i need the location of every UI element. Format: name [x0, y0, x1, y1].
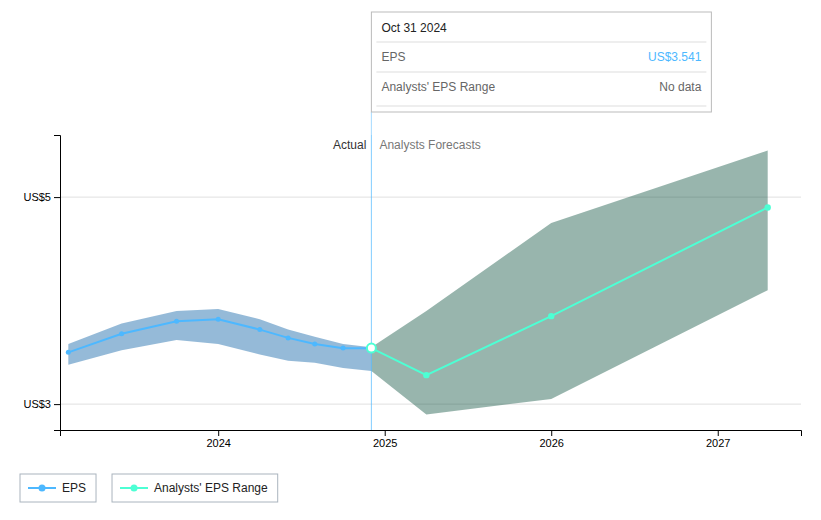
- band: [68, 309, 371, 371]
- y-tick-mark: [54, 404, 60, 405]
- tooltip: Oct 31 2024 EPS US$3.541 Analysts' EPS Rang…: [371, 12, 711, 135]
- x-tick-label: 2025: [373, 437, 397, 449]
- chart: 2024 2025 2026 2027 US$3 US$5 Actual Analysts F…: [0, 0, 821, 520]
- x-tick-mark: [551, 430, 552, 436]
- point: [216, 317, 221, 322]
- legend-label: Analysts' EPS Range: [154, 481, 268, 495]
- legend-swatch-dot: [39, 485, 46, 492]
- x-axis-line: [61, 431, 802, 437]
- divider-line: [371, 135, 372, 430]
- y-tick: US$3: [23, 398, 60, 410]
- point: [66, 350, 71, 355]
- legend-swatch-dot: [131, 485, 138, 492]
- line: [68, 319, 371, 352]
- legend-box: [20, 474, 96, 502]
- x-tick: 2025: [373, 430, 397, 449]
- x-tick: 2027: [706, 430, 730, 449]
- transition-point: [367, 344, 376, 353]
- tooltip-value: No data: [659, 80, 701, 94]
- point: [286, 335, 291, 340]
- tooltip-title: Oct 31 2024: [381, 21, 447, 35]
- y-tick: US$5: [23, 191, 60, 203]
- tooltip-value: US$3.541: [648, 50, 702, 64]
- tooltip-connector: [371, 112, 372, 135]
- legend-label: EPS: [62, 481, 86, 495]
- point: [764, 204, 770, 210]
- tooltip-divider: [376, 72, 706, 73]
- y-tick-label: US$5: [23, 191, 51, 203]
- point: [257, 327, 262, 332]
- point: [312, 342, 317, 347]
- point: [174, 319, 179, 324]
- legend-entry: Analysts' EPS Range: [112, 474, 278, 502]
- x-tick: 2026: [539, 430, 563, 449]
- point: [341, 346, 346, 351]
- x-tick-label: 2026: [539, 437, 563, 449]
- y-axis: US$3 US$5: [23, 136, 60, 431]
- y-axis-line: [54, 136, 61, 431]
- plot-area: [66, 135, 771, 430]
- y-tick-label: US$3: [23, 398, 51, 410]
- legend-entry: EPS: [20, 474, 96, 502]
- legend: EPS Analysts' EPS Range: [20, 474, 278, 502]
- divider-label: Analysts Forecasts: [379, 138, 480, 152]
- tooltip-box: [371, 12, 711, 112]
- point: [423, 372, 429, 378]
- point: [548, 313, 554, 319]
- tooltip-divider: [376, 106, 706, 107]
- x-tick: 2024: [206, 430, 230, 449]
- x-axis: 2024 2025 2026 2027: [61, 430, 802, 449]
- y-tick-mark: [54, 197, 60, 198]
- x-tick-label: 2024: [206, 437, 230, 449]
- tooltip-divider: [376, 42, 706, 43]
- x-tick-mark: [218, 430, 219, 436]
- point: [119, 331, 124, 336]
- legend-box: [112, 474, 278, 502]
- x-tick-label: 2027: [706, 437, 730, 449]
- x-tick-mark: [718, 430, 719, 436]
- tooltip-label: EPS: [381, 50, 405, 64]
- x-tick-mark: [385, 430, 386, 436]
- line: [371, 207, 767, 375]
- band: [371, 151, 767, 415]
- tooltip-label: Analysts' EPS Range: [381, 80, 495, 94]
- divider-label: Actual: [333, 138, 366, 152]
